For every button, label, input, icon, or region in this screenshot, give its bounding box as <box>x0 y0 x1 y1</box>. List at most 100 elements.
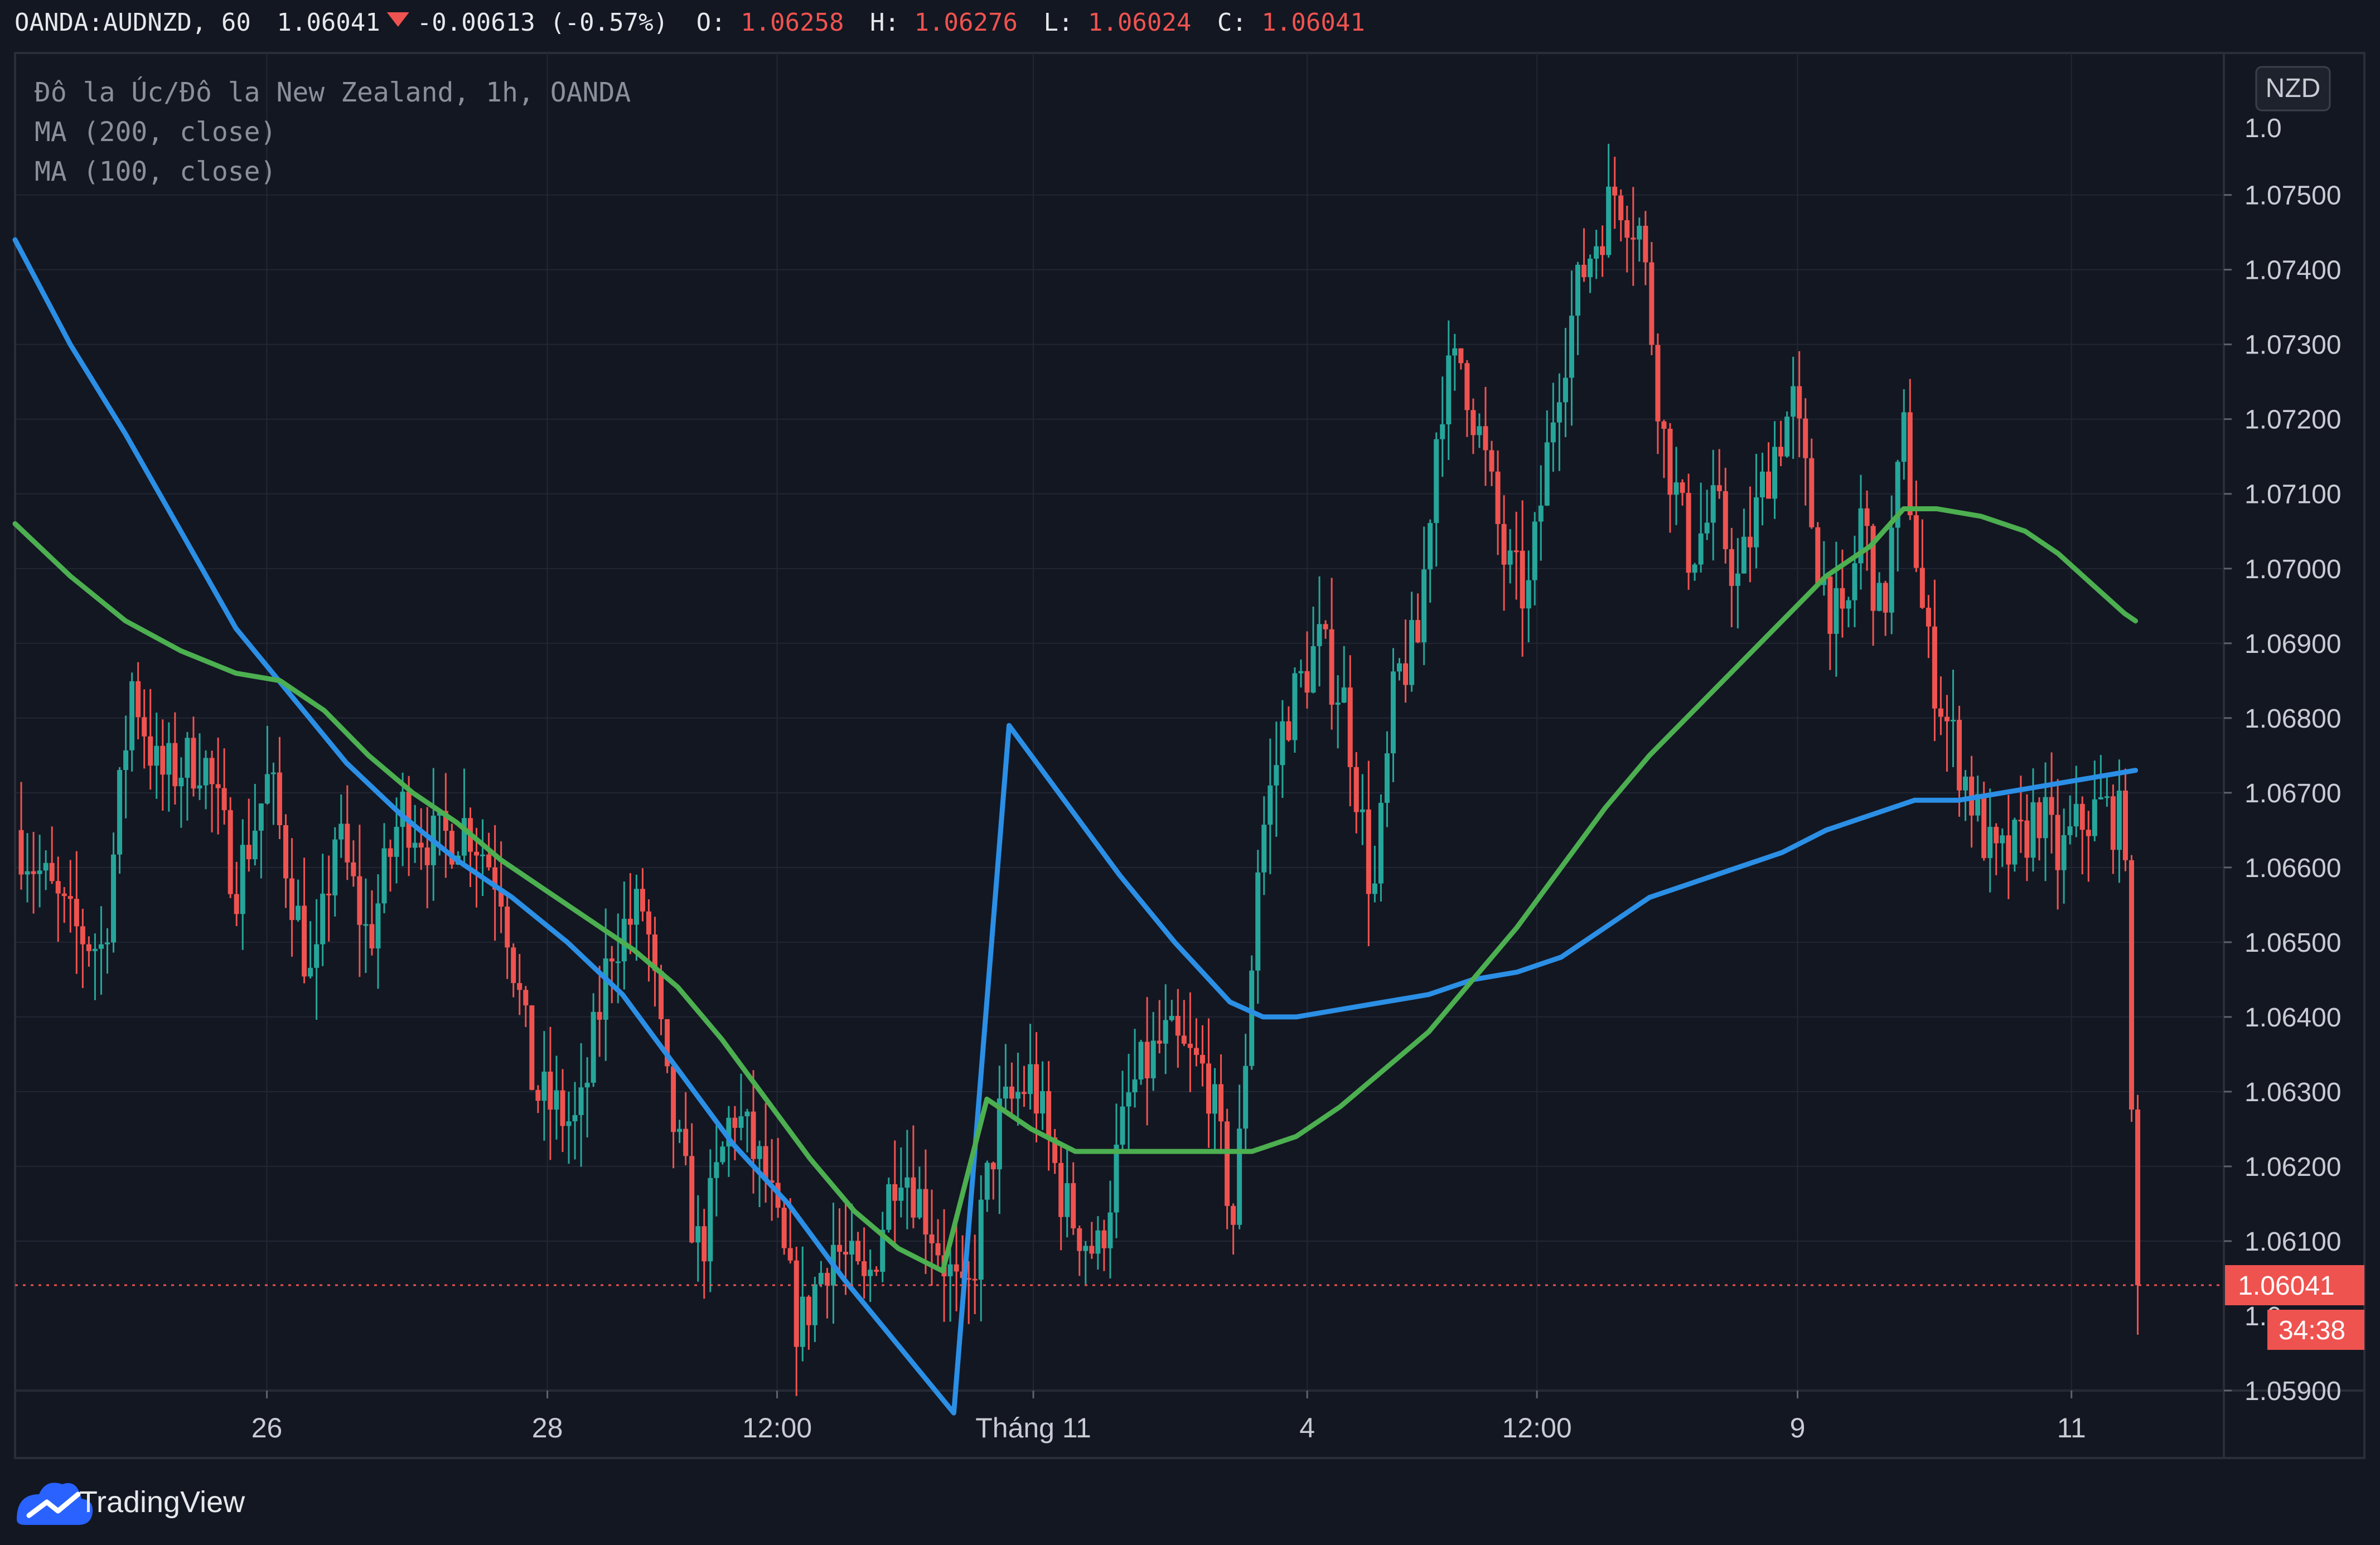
candle-body <box>499 889 504 907</box>
candle-body <box>37 870 42 874</box>
candle-body <box>209 758 215 784</box>
candle-body <box>1563 377 1568 403</box>
candle-body <box>1618 195 1624 220</box>
candle-body <box>1747 536 1753 548</box>
candle-body <box>917 1189 922 1218</box>
candle-body <box>400 791 405 827</box>
candle-body <box>1021 1092 1027 1094</box>
last-price-tag <box>2225 1265 2364 1306</box>
candle-body <box>449 831 454 865</box>
candle-body <box>689 1156 695 1243</box>
price-tick-label: 1.06400 <box>2244 1003 2342 1033</box>
candle-body <box>314 944 320 968</box>
candle-body <box>203 758 209 786</box>
candle-body <box>67 896 73 899</box>
candle-body <box>2006 835 2011 865</box>
candle-body <box>1440 424 1445 439</box>
candle-body <box>2098 797 2103 800</box>
candle-body <box>1594 246 1599 259</box>
candle-body <box>1569 316 1574 378</box>
candle-body <box>1003 1086 1008 1099</box>
candle-body <box>1784 416 1790 457</box>
candle-body <box>954 1264 959 1272</box>
candle-body <box>1698 533 1704 565</box>
time-tick-label: 12:00 <box>1502 1412 1572 1444</box>
candle-body <box>1058 1163 1064 1217</box>
candle-body <box>185 738 190 778</box>
candle-body <box>2012 820 2018 865</box>
candle-body <box>769 1180 775 1183</box>
candle-body <box>1951 719 1956 721</box>
candle-body <box>1225 1121 1230 1206</box>
tradingview-logo[interactable]: TradingView <box>17 1483 245 1525</box>
candle-body <box>1797 386 1802 419</box>
legend-ma200[interactable]: MA (200, close) <box>35 117 276 148</box>
candle-body <box>369 924 375 949</box>
candle-body <box>708 1178 713 1262</box>
candle-body <box>117 770 123 855</box>
candle-body <box>1347 687 1353 767</box>
candle-body <box>1778 447 1784 457</box>
candle-body <box>904 1177 910 1188</box>
candle-body <box>892 1184 898 1201</box>
candle-body <box>1292 673 1298 740</box>
candle-body <box>1477 426 1482 435</box>
candle-body <box>1507 550 1513 565</box>
candle-body <box>1957 719 1962 791</box>
candle-body <box>1353 767 1359 812</box>
header-symbol: OANDA:AUDNZD, 60 <box>14 8 251 37</box>
price-tick-label: 1.06800 <box>2244 704 2342 734</box>
candle-body <box>111 854 117 943</box>
candle-body <box>1889 527 1894 613</box>
candle-body <box>270 772 276 774</box>
candle-body <box>966 1278 971 1280</box>
candle-body <box>98 944 104 949</box>
candle-body <box>1255 872 1261 971</box>
brand-name: TradingView <box>79 1485 245 1519</box>
candle-body <box>105 942 110 945</box>
candle-body <box>1643 225 1648 263</box>
candle-body <box>1704 522 1710 534</box>
candle-body <box>375 903 381 949</box>
candle-body <box>787 1248 793 1261</box>
candle-body <box>1858 508 1864 564</box>
candle-body <box>1249 970 1255 1066</box>
currency-button[interactable] <box>2255 66 2331 112</box>
candle-body <box>2049 797 2054 815</box>
candle-body <box>1107 1212 1113 1248</box>
candle-body <box>1144 1042 1150 1078</box>
candle-body <box>2122 790 2128 860</box>
candle-body <box>351 862 356 876</box>
candle-body <box>486 854 492 868</box>
candle-body <box>1384 753 1390 803</box>
candle-body <box>252 830 258 860</box>
candle-body <box>597 1011 602 1020</box>
candle-body <box>732 1117 738 1128</box>
candle-body <box>1071 1183 1076 1229</box>
candle-body <box>1193 1048 1199 1055</box>
candle-body <box>1581 264 1587 278</box>
candle-body <box>1083 1246 1089 1251</box>
candle-body <box>1268 785 1273 825</box>
candle-body <box>1065 1183 1070 1217</box>
candle-body <box>1390 671 1396 754</box>
legend-ma100[interactable]: MA (100, close) <box>35 156 276 187</box>
candle-body <box>1766 471 1772 499</box>
candle-body <box>1286 721 1291 740</box>
candle-body <box>1600 246 1605 255</box>
candle-body <box>1206 1063 1211 1114</box>
candle-body <box>1661 421 1667 429</box>
candle-body <box>566 1121 572 1126</box>
candle-body <box>1218 1084 1224 1122</box>
candle-body <box>1612 186 1618 196</box>
candle-body <box>80 926 85 945</box>
candle-body <box>868 1270 873 1276</box>
candle-body <box>461 818 467 856</box>
currency-button-label[interactable]: NZD <box>2266 74 2321 103</box>
candle-body <box>123 750 129 771</box>
candle-body <box>1944 716 1950 721</box>
candle-body <box>996 1098 1002 1170</box>
candle-body <box>197 785 202 789</box>
candle-body <box>621 918 627 962</box>
